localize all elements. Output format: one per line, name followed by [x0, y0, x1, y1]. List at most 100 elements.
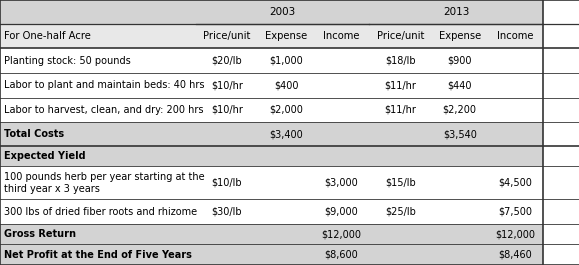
Text: $12,000: $12,000: [321, 229, 362, 239]
Text: Price/unit: Price/unit: [377, 31, 424, 41]
Bar: [314, 224, 369, 244]
Bar: [369, 244, 432, 265]
Bar: [488, 98, 543, 122]
Bar: [196, 199, 258, 224]
Text: Labor to plant and maintain beds: 40 hrs: Labor to plant and maintain beds: 40 hrs: [4, 80, 204, 90]
Bar: [432, 24, 488, 48]
Text: Income: Income: [323, 31, 360, 41]
Bar: [314, 98, 369, 122]
Text: $18/lb: $18/lb: [386, 55, 416, 65]
Bar: [432, 73, 488, 98]
Text: Gross Return: Gross Return: [4, 229, 76, 239]
Bar: [432, 122, 488, 146]
Bar: [488, 122, 543, 146]
Bar: [369, 0, 543, 24]
Text: Total Costs: Total Costs: [4, 129, 64, 139]
Text: Expense: Expense: [439, 31, 481, 41]
Text: $10/hr: $10/hr: [211, 80, 243, 90]
Bar: [258, 98, 314, 122]
Bar: [314, 48, 369, 73]
Bar: [314, 24, 369, 48]
Text: $440: $440: [448, 80, 472, 90]
Bar: [432, 199, 488, 224]
Text: $9,000: $9,000: [325, 206, 358, 217]
Bar: [314, 122, 369, 146]
Bar: [488, 224, 543, 244]
Bar: [432, 166, 488, 199]
Bar: [0, 0, 196, 24]
Text: Price/unit: Price/unit: [203, 31, 251, 41]
Text: $8,460: $8,460: [499, 250, 532, 260]
Text: $3,400: $3,400: [269, 129, 303, 139]
Bar: [369, 224, 432, 244]
Bar: [258, 166, 314, 199]
Text: $11/hr: $11/hr: [384, 80, 417, 90]
Bar: [258, 48, 314, 73]
Bar: [432, 48, 488, 73]
Text: Planting stock: 50 pounds: Planting stock: 50 pounds: [4, 55, 131, 65]
Bar: [0, 98, 196, 122]
Text: Expected Yield: Expected Yield: [4, 151, 86, 161]
Text: $10/hr: $10/hr: [211, 105, 243, 115]
Bar: [196, 166, 258, 199]
Bar: [0, 146, 196, 166]
Bar: [488, 146, 543, 166]
Bar: [369, 48, 432, 73]
Text: $11/hr: $11/hr: [384, 105, 417, 115]
Text: 2003: 2003: [269, 7, 296, 17]
Bar: [314, 146, 369, 166]
Text: $4,500: $4,500: [499, 178, 532, 188]
Text: Expense: Expense: [265, 31, 307, 41]
Bar: [196, 24, 258, 48]
Bar: [258, 199, 314, 224]
Text: For One-half Acre: For One-half Acre: [4, 31, 91, 41]
Bar: [432, 224, 488, 244]
Bar: [369, 24, 432, 48]
Bar: [258, 73, 314, 98]
Bar: [488, 166, 543, 199]
Bar: [196, 244, 258, 265]
Bar: [196, 224, 258, 244]
Bar: [0, 122, 196, 146]
Text: $2,200: $2,200: [443, 105, 477, 115]
Bar: [196, 122, 258, 146]
Text: $20/lb: $20/lb: [211, 55, 243, 65]
Text: $3,000: $3,000: [325, 178, 358, 188]
Text: 2013: 2013: [443, 7, 470, 17]
Bar: [314, 199, 369, 224]
Bar: [488, 48, 543, 73]
Bar: [196, 146, 258, 166]
Text: $25/lb: $25/lb: [385, 206, 416, 217]
Text: $7,500: $7,500: [499, 206, 532, 217]
Bar: [258, 244, 314, 265]
Text: 100 pounds herb per year starting at the
third year x 3 years: 100 pounds herb per year starting at the…: [4, 172, 205, 194]
Bar: [196, 98, 258, 122]
Bar: [258, 224, 314, 244]
Bar: [196, 0, 369, 24]
Bar: [488, 199, 543, 224]
Bar: [488, 73, 543, 98]
Bar: [369, 166, 432, 199]
Text: $2,000: $2,000: [269, 105, 303, 115]
Bar: [369, 122, 432, 146]
Bar: [0, 244, 196, 265]
Bar: [369, 146, 432, 166]
Bar: [488, 244, 543, 265]
Bar: [258, 122, 314, 146]
Bar: [0, 166, 196, 199]
Bar: [432, 146, 488, 166]
Text: Labor to harvest, clean, and dry: 200 hrs: Labor to harvest, clean, and dry: 200 hr…: [4, 105, 204, 115]
Bar: [432, 98, 488, 122]
Text: $400: $400: [274, 80, 298, 90]
Text: $15/lb: $15/lb: [385, 178, 416, 188]
Bar: [314, 73, 369, 98]
Text: $1,000: $1,000: [269, 55, 303, 65]
Bar: [432, 244, 488, 265]
Text: $30/lb: $30/lb: [212, 206, 242, 217]
Text: Income: Income: [497, 31, 534, 41]
Text: 300 lbs of dried fiber roots and rhizome: 300 lbs of dried fiber roots and rhizome: [4, 206, 197, 217]
Text: Net Profit at the End of Five Years: Net Profit at the End of Five Years: [4, 250, 192, 260]
Text: $900: $900: [448, 55, 472, 65]
Bar: [196, 73, 258, 98]
Text: $10/lb: $10/lb: [212, 178, 242, 188]
